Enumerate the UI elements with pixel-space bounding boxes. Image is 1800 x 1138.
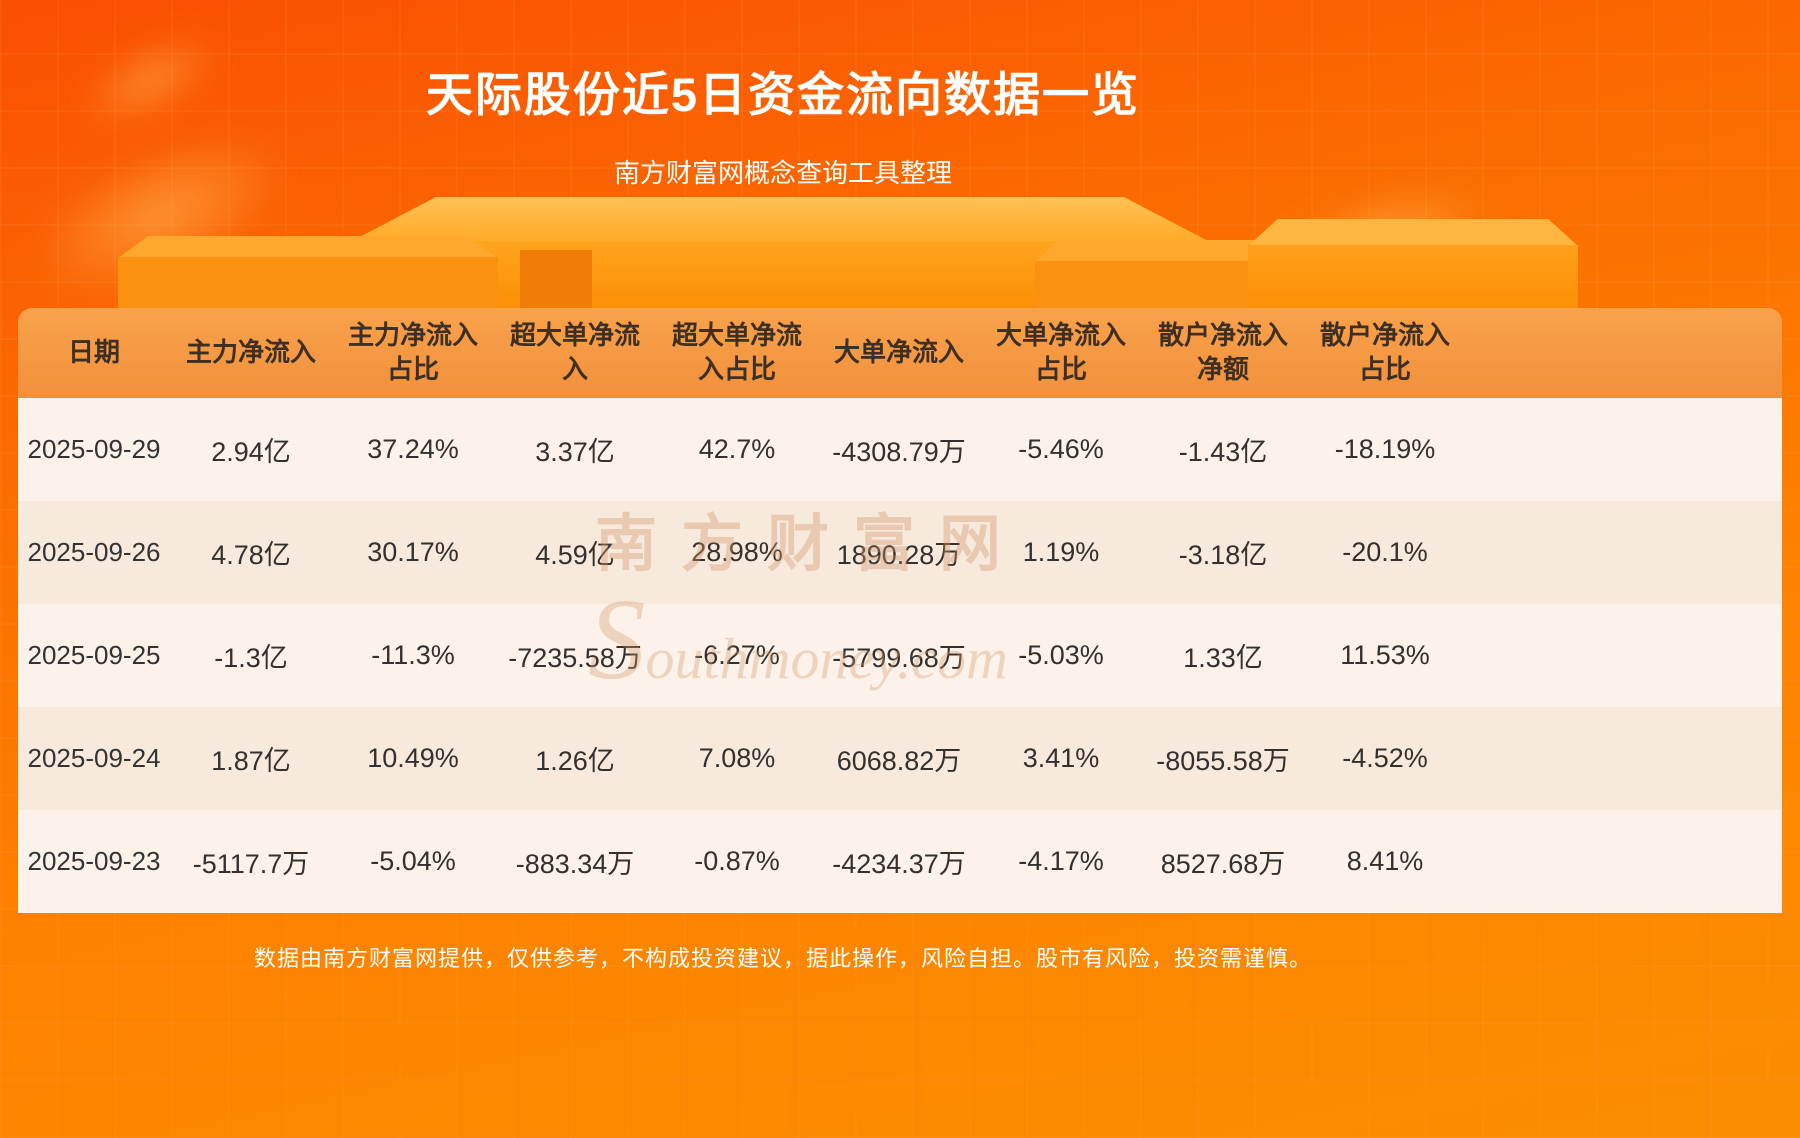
value-cell: -0.87% [694,846,780,876]
value-cell: -4308.79万 [832,437,966,467]
value-cell: 10.49% [367,743,459,773]
value-cell: -5799.68万 [832,643,966,673]
value-cell: 7.08% [698,743,776,773]
date-cell: 2025-09-26 [27,537,161,567]
column-header: 散户净流入净额 [1157,320,1288,384]
disclaimer-text: 数据由南方财富网提供，仅供参考，不构成投资建议，据此操作，风险自担。股市有风险，… [253,946,1312,971]
value-cell: -18.19% [1334,434,1436,464]
value-cell: -5.46% [1018,434,1104,464]
fund-flow-table: 南方财富网 Southmoney.com 日期 主力净流入 主力净流入占比 超大单净流… [18,308,1782,913]
podium-top-face [118,236,498,258]
podium-front-face [1248,245,1578,311]
value-cell: 42.7% [698,434,776,464]
value-cell: -883.34万 [515,849,635,879]
podium-top-face [1035,240,1445,262]
page-title: 天际股份近5日资金流向数据一览 [425,68,1141,121]
table-row: 2025-09-26 4.78亿 30.17% 4.59亿 28.98% 1890.28万… [18,501,1782,604]
value-cell: 8527.68万 [1160,849,1286,879]
value-cell: 11.53% [1340,640,1430,670]
value-cell: 8.41% [1346,846,1424,876]
value-cell: 37.24% [367,434,459,464]
value-cell: -5.04% [370,846,456,876]
value-cell: 30.17% [367,537,459,567]
table-header-row: 日期 主力净流入 主力净流入占比 超大单净流入 超大单净流入占比 大单净流入 大单净流入占比… [18,308,1782,398]
value-cell: -4.52% [1342,743,1428,773]
value-cell: -1.43亿 [1178,437,1268,467]
value-cell: -6.27% [694,640,780,670]
value-cell: 3.37亿 [535,437,615,467]
column-header: 大单净流入 [833,337,964,368]
date-cell: 2025-09-23 [27,846,161,876]
date-cell: 2025-09-29 [27,434,161,464]
value-cell: 1.26亿 [535,746,615,776]
value-cell: 6068.82万 [836,746,962,776]
value-cell: 1.33亿 [1183,643,1263,673]
column-header: 主力净流入 [185,337,316,368]
podium-front-face [1035,261,1445,311]
table-row: 2025-09-24 1.87亿 10.49% 1.26亿 7.08% 6068.82万 3… [18,707,1782,810]
value-cell: -4234.37万 [832,849,966,879]
value-cell: -3.18亿 [1178,540,1268,570]
value-cell: -8055.58万 [1156,746,1290,776]
value-cell: 2.94亿 [211,437,291,467]
column-header: 超大单净流入 [509,320,640,384]
page-subtitle: 南方财富网概念查询工具整理 [613,158,952,188]
column-header: 日期 [67,337,120,368]
podium-shadow-block [520,250,592,310]
podium-top-face [350,197,1210,242]
podium-front-face [350,241,1210,311]
date-cell: 2025-09-24 [27,743,161,773]
value-cell: -7235.58万 [508,643,642,673]
column-header: 超大单净流入占比 [671,320,802,384]
value-cell: 4.59亿 [535,540,615,570]
column-header: 大单净流入占比 [995,320,1126,384]
column-header: 散户净流入占比 [1319,320,1450,384]
column-header: 主力净流入占比 [347,320,478,384]
table-row: 2025-09-23 -5117.7万 -5.04% -883.34万 -0.87% -4… [18,810,1782,913]
value-cell: 3.41% [1022,743,1100,773]
value-cell: -20.1% [1342,537,1428,567]
table-row: 2025-09-29 2.94亿 37.24% 3.37亿 42.7% -4308.79万… [18,398,1782,501]
value-cell: -11.3% [371,640,455,670]
light-glow [5,98,315,332]
podium-front-face [118,257,498,311]
podium-top-face [1248,219,1578,246]
value-cell: 28.98% [691,537,783,567]
table-row: 2025-09-25 -1.3亿 -11.3% -7235.58万 -6.27% -579… [18,604,1782,707]
date-cell: 2025-09-25 [27,640,161,670]
value-cell: -1.3亿 [214,643,288,673]
value-cell: -5.03% [1018,640,1104,670]
value-cell: -4.17% [1018,846,1104,876]
value-cell: -5117.7万 [192,849,310,879]
table-body: 2025-09-29 2.94亿 37.24% 3.37亿 42.7% -4308.79万… [18,398,1782,913]
value-cell: 1.87亿 [211,746,291,776]
value-cell: 1.19% [1022,537,1100,567]
value-cell: 1890.28万 [836,540,962,570]
value-cell: 4.78亿 [211,540,291,570]
